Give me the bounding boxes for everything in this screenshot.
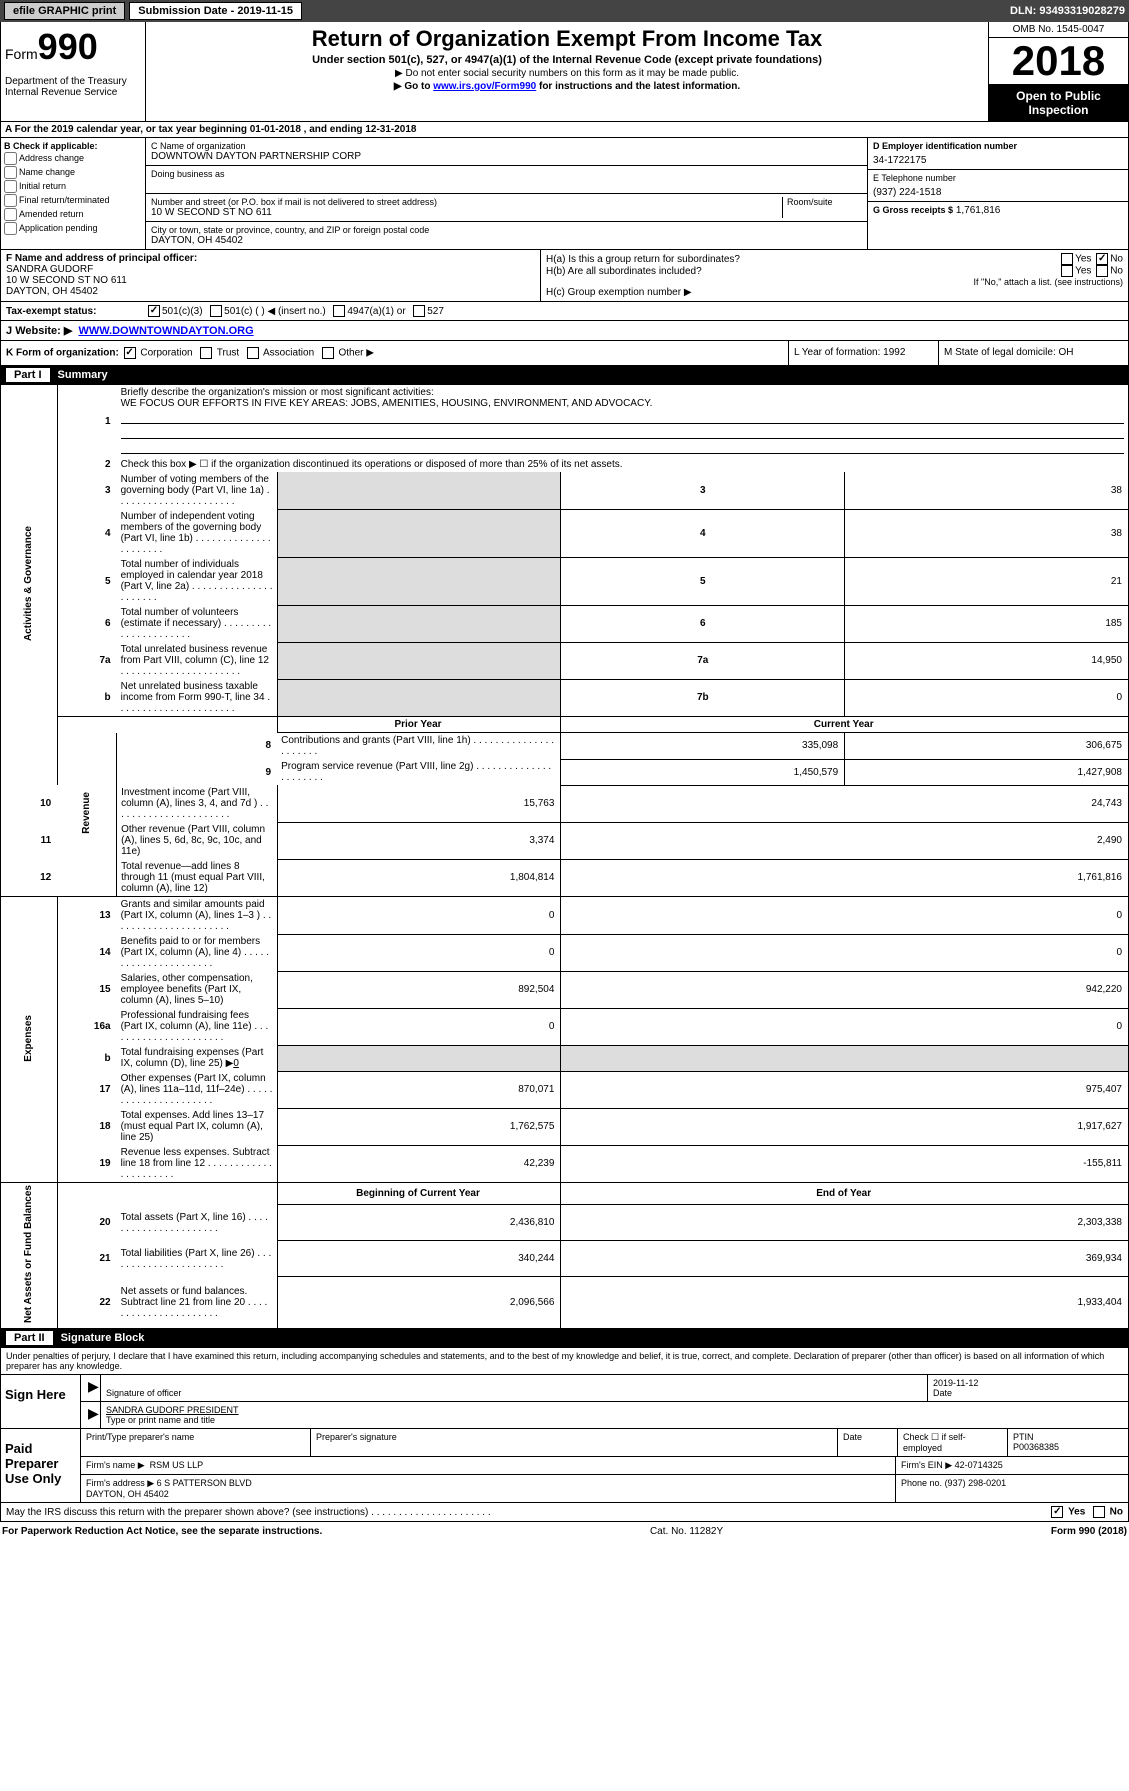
city: DAYTON, OH 45402 bbox=[151, 235, 862, 246]
ha-yes[interactable] bbox=[1061, 253, 1073, 265]
domicile: M State of legal domicile: OH bbox=[938, 341, 1128, 365]
dln: DLN: 93493319028279 bbox=[1010, 5, 1125, 17]
v3: 38 bbox=[845, 472, 1129, 509]
tab-na: Net Assets or Fund Balances bbox=[23, 1185, 34, 1323]
efile-btn[interactable]: efile GRAPHIC print bbox=[4, 2, 125, 20]
sign-block: Sign Here ▶ Signature of officer 2019-11… bbox=[0, 1375, 1129, 1429]
chk-corp[interactable] bbox=[124, 347, 136, 359]
chk-4947[interactable] bbox=[333, 305, 345, 317]
hb-no[interactable] bbox=[1096, 265, 1108, 277]
ptin: P00368385 bbox=[1013, 1442, 1059, 1452]
chk-trust[interactable] bbox=[200, 347, 212, 359]
ein: 34-1722175 bbox=[873, 155, 1123, 166]
org-name: DOWNTOWN DAYTON PARTNERSHIP CORP bbox=[151, 151, 862, 162]
officer-sig: SANDRA GUDORF PRESIDENT bbox=[106, 1405, 239, 1415]
chk-name[interactable]: Name change bbox=[4, 166, 142, 179]
submission-date: Submission Date - 2019-11-15 bbox=[129, 2, 302, 20]
row-j: J Website: ▶ WWW.DOWNTOWNDAYTON.ORG bbox=[0, 321, 1129, 341]
chk-address[interactable]: Address change bbox=[4, 152, 142, 165]
chk-other[interactable] bbox=[322, 347, 334, 359]
dept: Department of the Treasury Internal Reve… bbox=[5, 76, 141, 98]
hb-yes[interactable] bbox=[1061, 265, 1073, 277]
tab-rev: Revenue bbox=[81, 792, 92, 834]
section-b-c-d: B Check if applicable: Address change Na… bbox=[0, 138, 1129, 250]
col-d: D Employer identification number34-17221… bbox=[868, 138, 1128, 249]
ha-no[interactable] bbox=[1096, 253, 1108, 265]
chk-501c[interactable] bbox=[210, 305, 222, 317]
chk-pending[interactable]: Application pending bbox=[4, 222, 142, 235]
gross: 1,761,816 bbox=[956, 205, 1001, 216]
form-header: Form990 Department of the Treasury Inter… bbox=[0, 22, 1129, 122]
summary-table: Activities & Governance 1 Briefly descri… bbox=[0, 385, 1129, 1329]
chk-501c3[interactable] bbox=[148, 305, 160, 317]
footer: For Paperwork Reduction Act Notice, see … bbox=[0, 1522, 1129, 1541]
row-a: A For the 2019 calendar year, or tax yea… bbox=[0, 122, 1129, 138]
col-c: C Name of organizationDOWNTOWN DAYTON PA… bbox=[146, 138, 868, 249]
mission: WE FOCUS OUR EFFORTS IN FIVE KEY AREAS: … bbox=[121, 398, 653, 409]
year-formation: L Year of formation: 1992 bbox=[788, 341, 938, 365]
street: 10 W SECOND ST NO 611 bbox=[151, 207, 782, 218]
row-i: Tax-exempt status: 501(c)(3) 501(c) ( ) … bbox=[0, 302, 1129, 321]
firm-phone: (937) 298-0201 bbox=[945, 1478, 1007, 1488]
form-number: Form990 bbox=[5, 26, 141, 68]
website-link[interactable]: WWW.DOWNTOWNDAYTON.ORG bbox=[78, 325, 253, 337]
part1-header: Part ISummary bbox=[0, 366, 1129, 385]
discuss-no[interactable] bbox=[1093, 1506, 1105, 1518]
chk-527[interactable] bbox=[413, 305, 425, 317]
irs-link[interactable]: www.irs.gov/Form990 bbox=[433, 81, 536, 92]
firm-name: RSM US LLP bbox=[150, 1460, 204, 1470]
preparer-block: Paid Preparer Use Only Print/Type prepar… bbox=[0, 1429, 1129, 1503]
tax-year: 2018 bbox=[989, 38, 1128, 85]
part2-header: Part IISignature Block bbox=[0, 1329, 1129, 1348]
row-f-h: F Name and address of principal officer:… bbox=[0, 250, 1129, 302]
chk-initial[interactable]: Initial return bbox=[4, 180, 142, 193]
open-public: Open to Public Inspection bbox=[989, 85, 1128, 121]
row-k: K Form of organization: Corporation Trus… bbox=[0, 341, 1129, 366]
discuss-yes[interactable] bbox=[1051, 1506, 1063, 1518]
tab-ag: Activities & Governance bbox=[23, 526, 34, 641]
firm-ein: 42-0714325 bbox=[955, 1460, 1003, 1470]
omb: OMB No. 1545-0047 bbox=[989, 22, 1128, 38]
chk-final[interactable]: Final return/terminated bbox=[4, 194, 142, 207]
perjury: Under penalties of perjury, I declare th… bbox=[0, 1348, 1129, 1375]
chk-amended[interactable]: Amended return bbox=[4, 208, 142, 221]
chk-assoc[interactable] bbox=[247, 347, 259, 359]
tab-exp: Expenses bbox=[23, 1015, 34, 1062]
subtitle-2: ▶ Do not enter social security numbers o… bbox=[154, 68, 980, 79]
sign-date: 2019-11-12 bbox=[933, 1378, 978, 1388]
subtitle-1: Under section 501(c), 527, or 4947(a)(1)… bbox=[154, 54, 980, 66]
top-bar: efile GRAPHIC print Submission Date - 20… bbox=[0, 0, 1129, 22]
col-b: B Check if applicable: Address change Na… bbox=[1, 138, 146, 249]
hc: H(c) Group exemption number ▶ bbox=[546, 287, 1123, 298]
form-title: Return of Organization Exempt From Incom… bbox=[154, 26, 980, 52]
subtitle-3: ▶ Go to www.irs.gov/Form990 for instruct… bbox=[154, 81, 980, 92]
officer-name: SANDRA GUDORF bbox=[6, 264, 535, 275]
phone: (937) 224-1518 bbox=[873, 187, 1123, 198]
discuss-row: May the IRS discuss this return with the… bbox=[0, 1503, 1129, 1522]
